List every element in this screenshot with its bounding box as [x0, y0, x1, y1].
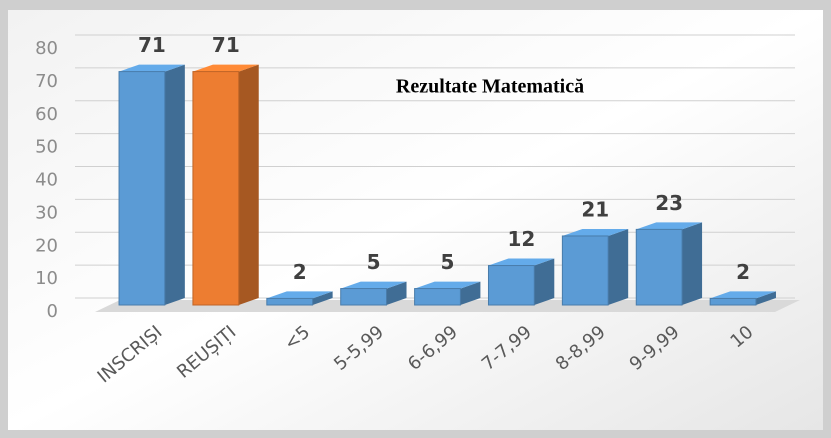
data-label: 5	[441, 250, 455, 274]
data-label: 2	[293, 260, 307, 284]
bar-side	[238, 64, 259, 306]
bar-side	[386, 281, 407, 305]
bar	[414, 288, 461, 306]
bar-top	[340, 281, 407, 289]
bar	[561, 235, 609, 306]
bar	[635, 228, 683, 306]
bar	[487, 265, 535, 306]
bar-side	[312, 291, 333, 305]
bar-top	[636, 222, 703, 230]
bar-top	[710, 291, 776, 299]
y-tick-label: 30	[35, 202, 58, 223]
bar-side	[608, 228, 629, 305]
bar-top	[414, 281, 481, 289]
y-tick-label: 50	[35, 137, 58, 158]
bar-side	[755, 291, 776, 305]
y-tick-label: 60	[35, 104, 58, 125]
data-label: 5	[367, 250, 381, 274]
bar-top	[488, 258, 555, 266]
y-tick-label: 20	[35, 235, 58, 256]
y-tick-label: 0	[47, 301, 58, 322]
data-label: 12	[507, 227, 535, 251]
bar-side	[534, 258, 555, 305]
y-tick-label: 80	[35, 38, 58, 59]
bar-side	[164, 64, 185, 306]
data-label: 2	[736, 260, 750, 284]
chart-title: Rezultate Matematică	[396, 76, 584, 98]
bar	[709, 297, 757, 306]
data-label: 71	[212, 33, 240, 57]
bar	[340, 288, 388, 306]
bar	[266, 297, 314, 306]
bar	[192, 71, 240, 306]
bar-top	[562, 228, 629, 236]
data-label: 71	[138, 33, 166, 57]
data-label: 23	[655, 191, 683, 215]
bar-top	[192, 64, 259, 72]
bar-top	[266, 291, 333, 299]
bar-top	[119, 64, 185, 72]
data-label: 21	[581, 197, 609, 221]
bar-side	[682, 222, 703, 305]
y-tick-label: 40	[35, 170, 58, 191]
y-tick-label: 10	[35, 268, 58, 289]
y-tick-label: 70	[35, 71, 58, 92]
bar	[118, 71, 166, 306]
bar-side	[460, 281, 481, 305]
